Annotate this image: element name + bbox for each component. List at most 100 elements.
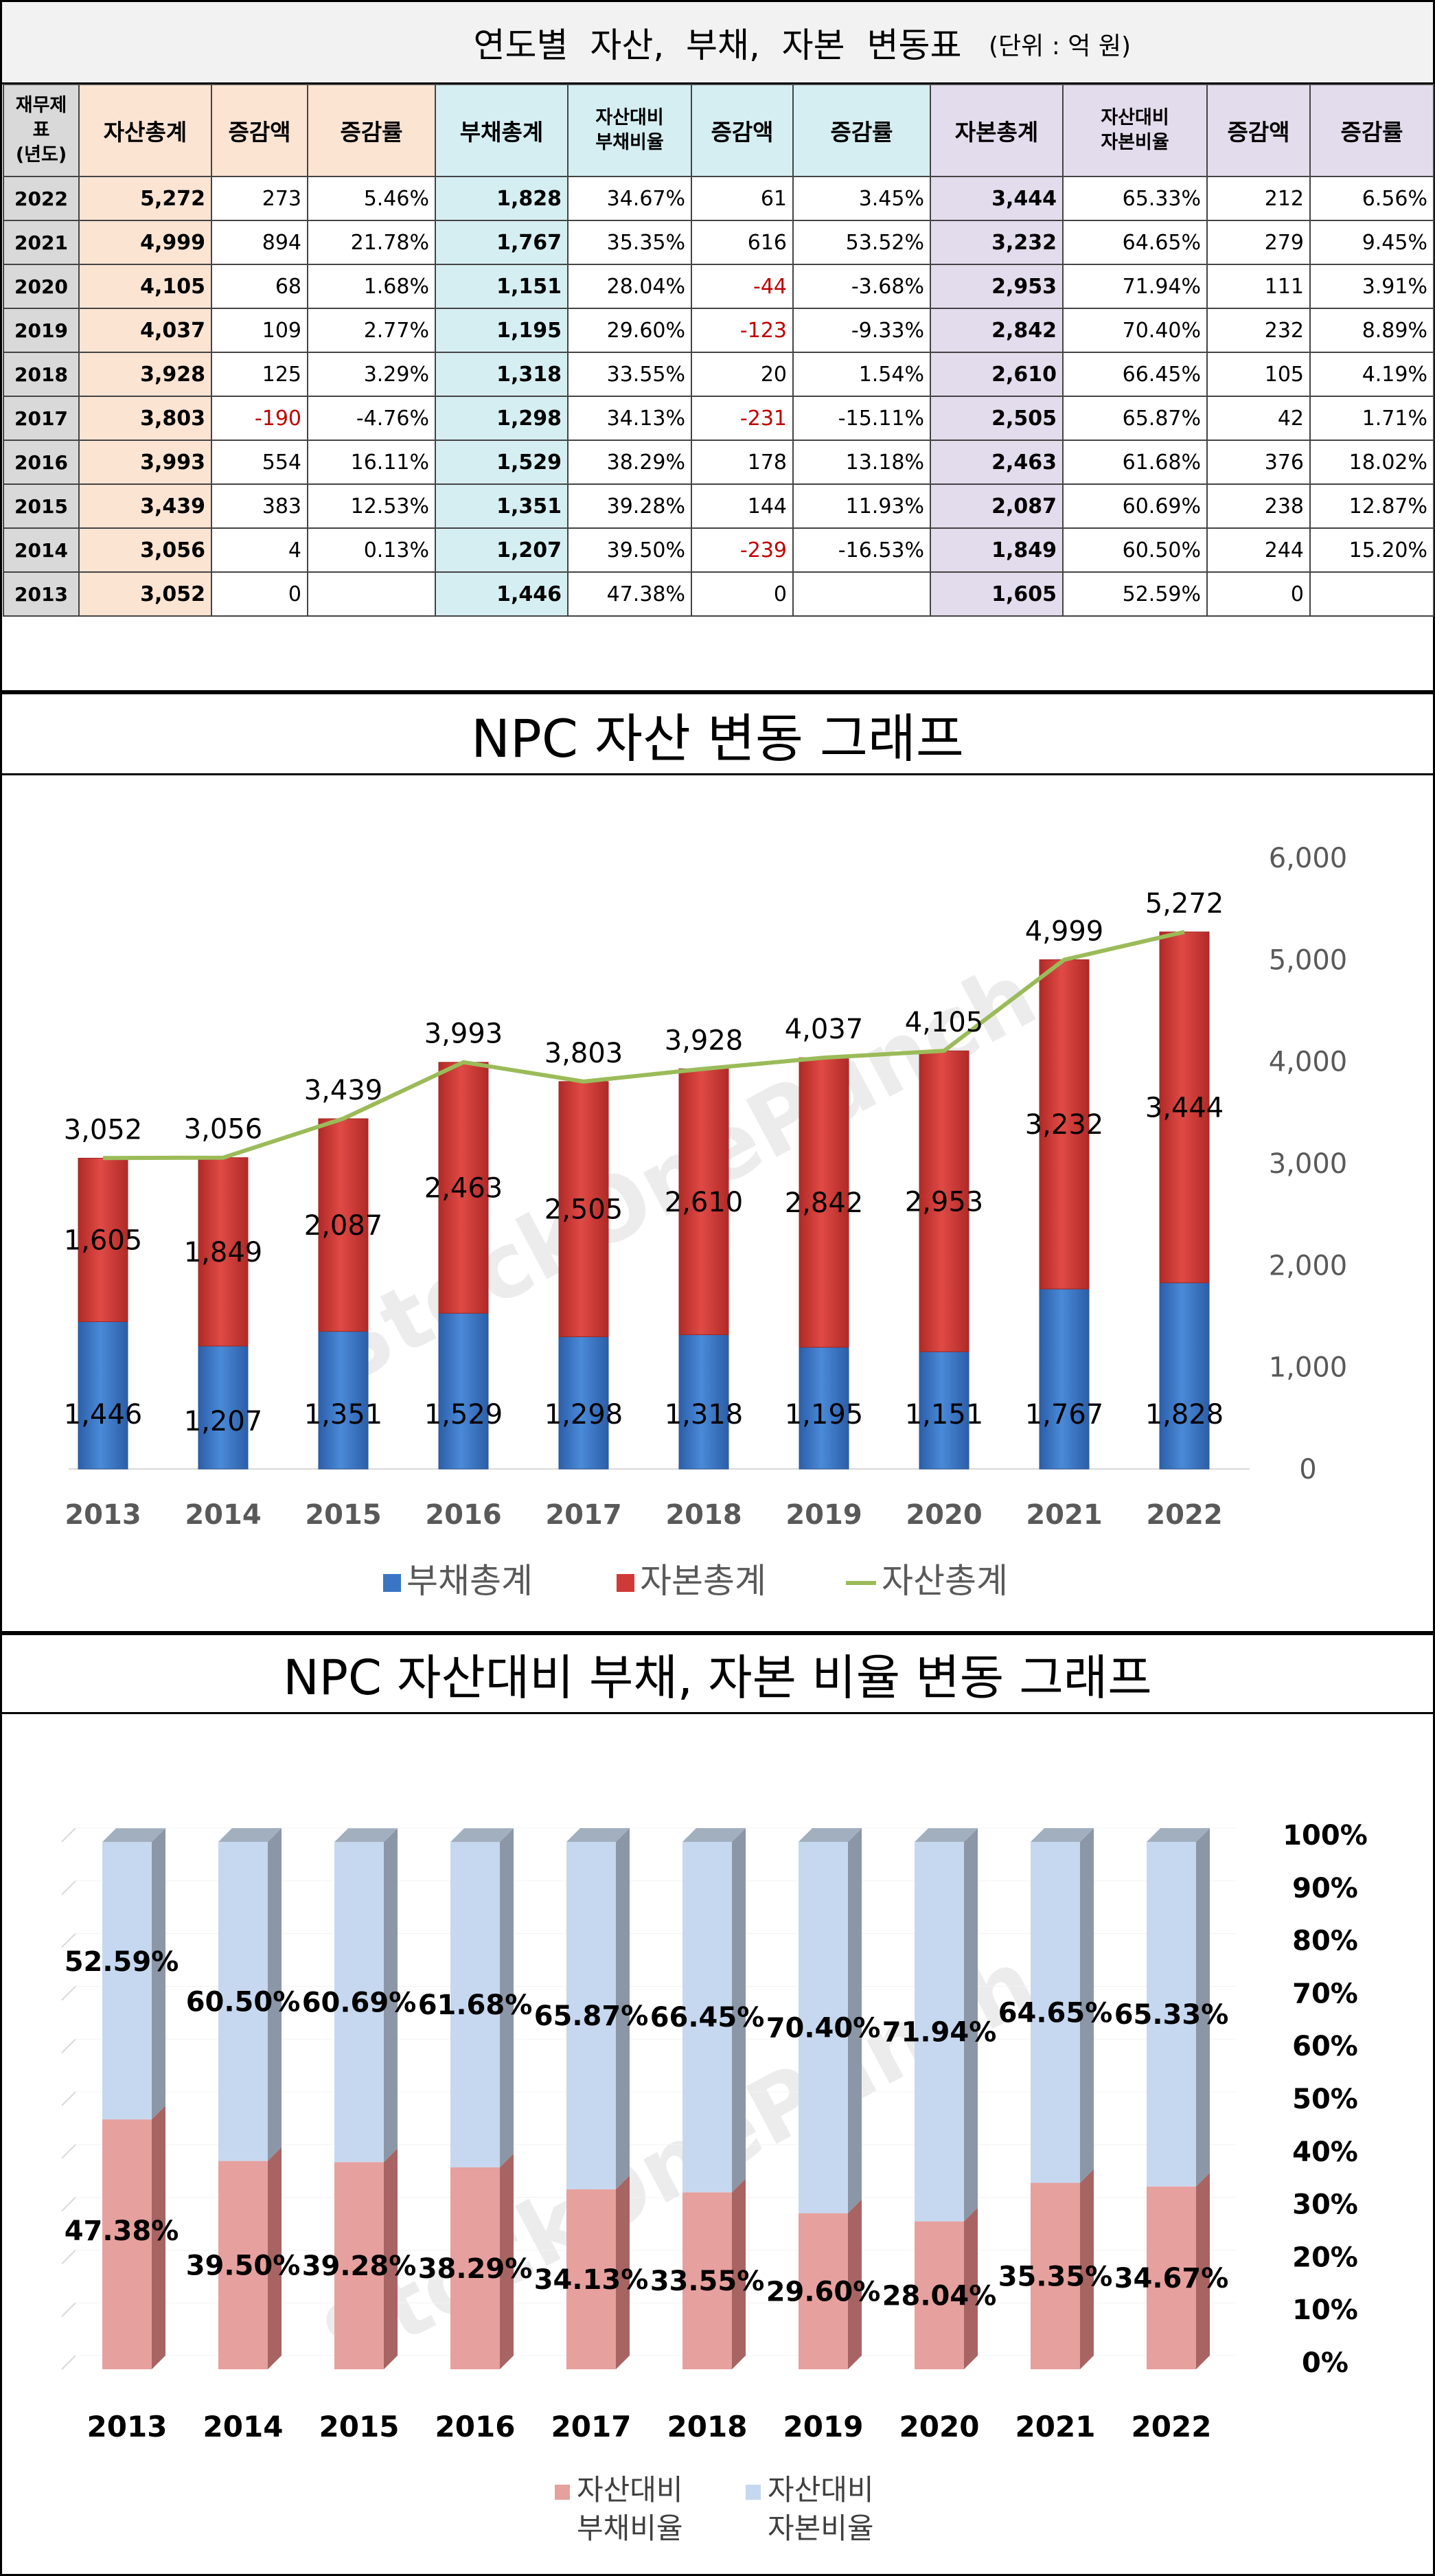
capital-ratio-bar-top [334, 1828, 398, 1843]
asset-change-cell: 4 [211, 527, 308, 573]
debt-ratio-bar [102, 2119, 152, 2369]
capital-total-cell: 3,444 [930, 176, 1064, 221]
chart1-y-tick: 3,000 [1269, 1148, 1348, 1180]
chart2-grid-diag [61, 1880, 76, 1895]
asset-total-cell: 3,052 [78, 571, 212, 617]
chart2-x-tick: 2018 [667, 2410, 748, 2443]
table-header-row: 재무제표 (년도) 자산총계 증감액 증감률 부채총계 자산대비 부채비율 증감액 … [3, 84, 1434, 177]
capital-ratio-bar [915, 1842, 964, 2222]
debt-rate-cell: 13.18% [792, 440, 931, 485]
chart2-grid-diag [61, 2302, 76, 2317]
chart2-y-tick: 70% [1292, 1978, 1358, 2009]
table-row: 2014 3,056 4 0.13% 1,207 39.50% -239 -16.53% 1,8… [3, 527, 1434, 573]
legend-capital-label: 자본총계 [640, 1561, 766, 1601]
asset-rate-cell: 12.53% [307, 483, 436, 529]
debt-ratio-label: 34.67% [1114, 2263, 1229, 2294]
header-debt-ratio: 자산대비 부채비율 [567, 84, 692, 177]
table-row: 2018 3,928 125 3.29% 1,318 33.55% 20 1.54% 2,610… [3, 352, 1434, 397]
chart1-y-tick: 4,000 [1269, 1047, 1348, 1078]
asset-value-label: 4,037 [785, 1014, 864, 1045]
debt-ratio-cell: 34.67% [567, 176, 692, 221]
capital-change-cell: 232 [1206, 308, 1311, 353]
capital-ratio-bar-side [268, 1828, 282, 2161]
table-row: 2020 4,105 68 1.68% 1,151 28.04% -44 -3.68% 2,95… [3, 264, 1434, 309]
capital-value-label: 3,444 [1145, 1092, 1224, 1124]
capital-ratio-bar-side [732, 1828, 746, 2193]
chart1-x-tick: 2021 [1026, 1499, 1102, 1531]
debt-ratio-cell: 39.28% [567, 483, 692, 529]
chart1-y-tick: 6,000 [1269, 843, 1348, 874]
header-asset-change: 증감액 [211, 84, 308, 177]
capital-rate-cell: 15.20% [1309, 527, 1434, 573]
chart2-x-tick: 2020 [899, 2410, 980, 2443]
chart2-x-tick: 2017 [551, 2410, 632, 2443]
debt-rate-cell: -15.11% [792, 396, 931, 441]
capital-value-label: 2,610 [665, 1187, 744, 1218]
capital-ratio-cell: 70.40% [1062, 308, 1208, 353]
capital-value-label: 2,953 [905, 1186, 984, 1218]
capital-ratio-cell: 64.65% [1062, 220, 1208, 265]
capital-ratio-bar-side [1080, 1828, 1094, 2183]
table-unit: (단위 : 억 원) [989, 32, 1132, 60]
debt-ratio-label: 28.04% [882, 2280, 997, 2312]
asset-value-label: 3,052 [64, 1114, 143, 1145]
header-capital-ratio: 자산대비 자본비율 [1062, 84, 1208, 177]
capital-rate-cell: 4.19% [1309, 352, 1434, 397]
debt-ratio-label: 34.13% [534, 2264, 649, 2296]
capital-ratio-bar [566, 1842, 616, 2189]
capital-ratio-bar-side [1196, 1828, 1210, 2187]
debt-change-cell: -123 [691, 308, 794, 353]
chart1-x-tick: 2019 [785, 1499, 862, 1531]
asset-total-cell: 5,272 [78, 176, 212, 221]
chart1-x-tick: 2015 [305, 1499, 381, 1531]
capital-ratio-bar-side [848, 1828, 862, 2213]
debt-value-label: 1,767 [1025, 1399, 1104, 1431]
capital-ratio-bar-side [964, 1828, 978, 2222]
capital-bar [318, 1118, 369, 1332]
debt-total-cell: 1,151 [435, 264, 569, 309]
asset-rate-cell: 5.46% [307, 176, 436, 221]
capital-ratio-cell: 52.59% [1062, 571, 1208, 617]
capital-ratio-bar-top [1031, 1828, 1094, 1842]
debt-total-cell: 1,298 [435, 396, 569, 441]
chart2-y-tick: 0% [1302, 2347, 1348, 2379]
capital-change-cell: 111 [1206, 264, 1311, 309]
chart2-x-tick: 2015 [319, 2410, 400, 2443]
debt-ratio-bar [799, 2213, 848, 2369]
capital-ratio-bar [102, 1842, 152, 2120]
debt-ratio-bar [1031, 2182, 1080, 2369]
debt-total-cell: 1,828 [435, 176, 569, 221]
table-row: 2013 3,052 0 1,446 47.38% 0 1,605 52.59% 0 [3, 571, 1434, 617]
header-debt-total: 부채총계 [435, 84, 569, 177]
debt-ratio-bar-side [732, 2178, 746, 2369]
capital-ratio-bar [334, 1842, 384, 2163]
chart2-grid-diag [61, 1985, 76, 2001]
legend-capital-ratio-label: 자산대비 자본비율 [768, 2473, 874, 2545]
debt-value-label: 1,529 [424, 1399, 503, 1431]
debt-ratio-cell: 33.55% [567, 352, 692, 397]
debt-ratio-bar-side [1196, 2172, 1210, 2369]
debt-ratio-bar [682, 2192, 732, 2369]
capital-change-cell: 212 [1206, 176, 1311, 221]
chart1-y-tick: 5,000 [1269, 944, 1348, 976]
debt-ratio-bar-side [848, 2199, 862, 2369]
capital-ratio-label: 64.65% [998, 1997, 1113, 2029]
debt-rate-cell: -3.68% [792, 264, 931, 309]
debt-total-cell: 1,446 [435, 571, 569, 617]
debt-value-label: 1,318 [665, 1399, 744, 1431]
debt-ratio-bar-side [500, 2153, 514, 2369]
asset-total-cell: 3,803 [78, 396, 212, 441]
table-row: 2019 4,037 109 2.77% 1,195 29.60% -123 -9.33% 2,… [3, 308, 1434, 353]
chart2-x-tick: 2021 [1015, 2410, 1096, 2443]
year-cell: 2020 [3, 264, 80, 309]
table-body: 2022 5,272 273 5.46% 1,828 34.67% 61 3.45% 3,444… [3, 176, 1434, 617]
asset-rate-cell: 16.11% [307, 440, 436, 485]
asset-value-label: 4,105 [905, 1007, 984, 1038]
capital-total-cell: 2,505 [930, 396, 1064, 441]
debt-bar [198, 1345, 249, 1470]
capital-ratio-label: 65.33% [1114, 1999, 1229, 2031]
capital-rate-cell: 18.02% [1309, 440, 1434, 485]
capital-change-cell: 0 [1206, 571, 1311, 617]
legend-asset-label: 자산총계 [882, 1561, 1008, 1601]
financial-table: 재무제표 (년도) 자산총계 증감액 증감률 부채총계 자산대비 부채비율 증감액 … [3, 84, 1434, 617]
